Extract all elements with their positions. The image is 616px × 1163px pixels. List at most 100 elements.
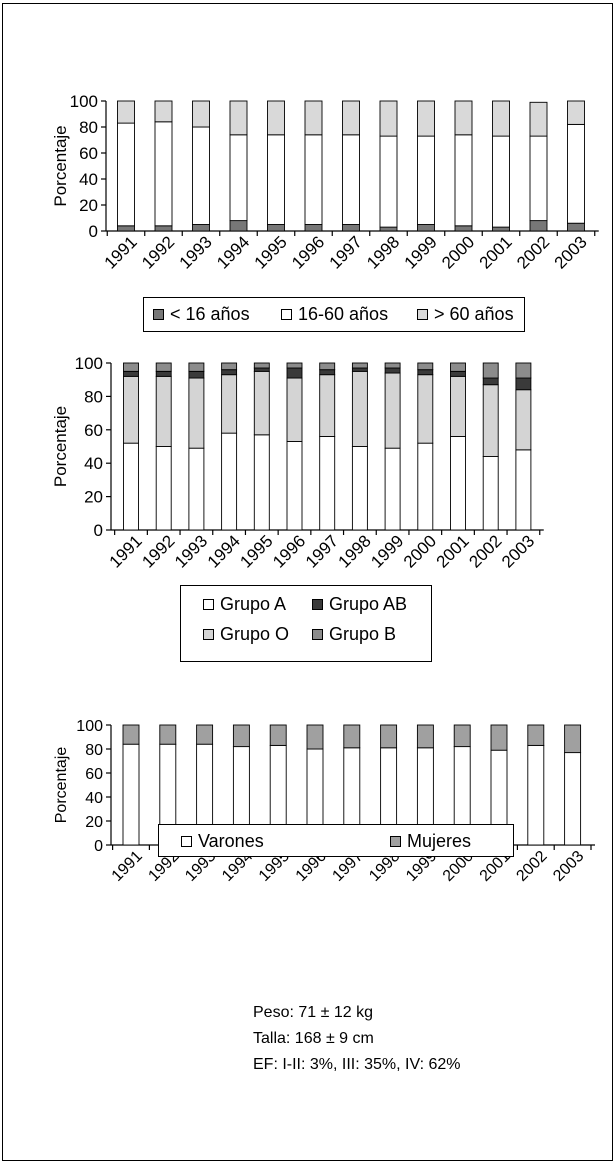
- y-tick-label: 60: [79, 144, 98, 163]
- y-tick-label: 100: [76, 718, 103, 735]
- bar-segment-1993-1: [196, 724, 214, 745]
- bar-segment-1998-2: [379, 100, 398, 137]
- legend-item-grupo-ab: Grupo AB: [312, 594, 407, 615]
- bar-segment-2000-3: [417, 362, 434, 371]
- bar-segment-1996-3: [286, 362, 303, 369]
- y-tick-label: 80: [84, 387, 103, 406]
- bar-segment-1991-1: [122, 724, 140, 745]
- bar-segment-1993-3: [188, 362, 205, 372]
- legend-swatch-varones: [181, 836, 192, 847]
- legend-swatch-grupo-ab: [312, 599, 323, 610]
- y-tick-label: 20: [79, 196, 98, 215]
- legend-label-varones: Varones: [198, 831, 264, 851]
- legend-label-over-60: > 60 años: [434, 304, 514, 324]
- y-tick-label: 100: [70, 92, 98, 111]
- bar-segment-1995-3: [253, 362, 270, 369]
- x-tick-label: 2003: [550, 848, 587, 885]
- y-tick-label: 0: [94, 521, 103, 540]
- legend-label-grupo-o: Grupo O: [220, 624, 290, 644]
- blood-group-chart: 020406080100Porcentaje199119921993199419…: [51, 354, 544, 572]
- bar-segment-1992-2: [154, 100, 173, 123]
- bar-segment-1996-1: [306, 724, 324, 750]
- y-tick-label: 60: [85, 766, 103, 783]
- age-distribution-chart: 020406080100Porcentaje199119921993199419…: [51, 92, 599, 273]
- y-tick-label: 100: [75, 354, 103, 373]
- y-axis-title: Porcentaje: [51, 125, 70, 206]
- bar-segment-2000-2: [454, 100, 473, 136]
- legend-item-16-60: 16-60 años: [281, 304, 388, 325]
- legend-swatch-over-60: [417, 309, 428, 320]
- y-tick-label: 40: [79, 170, 98, 189]
- bar-segment-1995-1: [269, 724, 287, 746]
- bar-segment-2002-0: [527, 744, 545, 846]
- legend-swatch-16-60: [281, 309, 292, 320]
- note-ef: EF: I-II: 3%, III: 35%, IV: 62%: [253, 1056, 461, 1073]
- legend-label-grupo-b: Grupo B: [329, 624, 397, 644]
- legend-swatch-mujeres: [390, 836, 401, 847]
- bar-segment-1998-1: [380, 724, 398, 749]
- x-tick-label: 1991: [109, 848, 146, 885]
- bar-segment-2003-0: [564, 752, 582, 846]
- bar-segment-1994-3: [221, 362, 238, 371]
- legend-swatch-grupo-b: [312, 629, 323, 640]
- y-tick-label: 60: [84, 421, 103, 440]
- legend-item-mujeres: Mujeres: [390, 831, 471, 852]
- y-tick-label: 40: [85, 790, 103, 807]
- bar-segment-1991-3: [123, 362, 139, 372]
- legend-label-grupo-a: Grupo A: [220, 594, 287, 614]
- legend-item-grupo-a: Grupo A: [203, 594, 286, 615]
- age-legend: < 16 años 16-60 años > 60 años: [143, 297, 525, 332]
- legend-item-varones: Varones: [181, 831, 264, 852]
- legend-label-mujeres: Mujeres: [407, 831, 472, 851]
- bar-segment-1992-1: [159, 724, 177, 745]
- legend-swatch-under-16: [153, 309, 164, 320]
- legend-swatch-grupo-a: [203, 599, 214, 610]
- y-axis-title: Porcentaje: [53, 747, 70, 824]
- bar-segment-1999-3: [384, 362, 401, 369]
- bar-segment-1994-1: [232, 724, 250, 748]
- legend-item-grupo-o: Grupo O: [203, 624, 289, 645]
- legend-swatch-grupo-o: [203, 629, 214, 640]
- y-tick-label: 40: [84, 454, 103, 473]
- blood-group-legend: Grupo A Grupo AB Grupo O Grupo B: [180, 585, 432, 662]
- note-peso: Peso: 71 ± 12 kg: [253, 1004, 373, 1021]
- bar-segment-2003-2: [567, 100, 585, 125]
- bar-segment-1991-2: [117, 100, 135, 124]
- bar-segment-1991-0: [122, 743, 140, 846]
- bar-segment-2003-1: [564, 724, 582, 754]
- y-axis-title: Porcentaje: [51, 406, 70, 487]
- bar-segment-1998-3: [351, 362, 368, 369]
- bar-segment-1997-2: [342, 100, 360, 136]
- bar-segment-2000-1: [453, 724, 471, 748]
- bar-segment-1997-1: [343, 724, 361, 749]
- legend-label-under-16: < 16 años: [170, 304, 250, 324]
- bar-segment-2003-3: [515, 362, 532, 379]
- y-tick-label: 20: [84, 488, 103, 507]
- x-tick-label: 2002: [513, 848, 550, 885]
- note-talla: Talla: 168 ± 9 cm: [253, 1030, 374, 1047]
- legend-item-over-60: > 60 años: [417, 304, 514, 325]
- bar-segment-2001-1: [490, 724, 508, 751]
- bar-segment-1996-2: [304, 100, 323, 136]
- y-tick-label: 80: [79, 118, 98, 137]
- bar-segment-2002-3: [482, 362, 499, 379]
- bar-segment-2002-2: [529, 101, 548, 137]
- y-tick-label: 0: [94, 838, 103, 855]
- bar-segment-1999-1: [416, 724, 434, 749]
- y-tick-label: 0: [89, 222, 98, 241]
- bar-segment-2001-2: [492, 100, 510, 137]
- bar-segment-2002-1: [527, 724, 545, 746]
- bar-segment-1993-2: [192, 100, 210, 128]
- legend-item-grupo-b: Grupo B: [312, 624, 396, 645]
- y-tick-label: 20: [85, 814, 103, 831]
- figure-frame: [2, 3, 613, 1161]
- legend-label-grupo-ab: Grupo AB: [329, 594, 408, 614]
- bar-segment-1997-3: [319, 362, 336, 371]
- bar-segment-1994-2: [229, 100, 248, 136]
- bar-segment-1995-2: [267, 100, 285, 136]
- legend-item-under-16: < 16 años: [153, 304, 250, 325]
- bar-segment-1992-3: [155, 362, 172, 372]
- legend-label-16-60: 16-60 años: [298, 304, 389, 324]
- bar-segment-2001-3: [450, 362, 466, 372]
